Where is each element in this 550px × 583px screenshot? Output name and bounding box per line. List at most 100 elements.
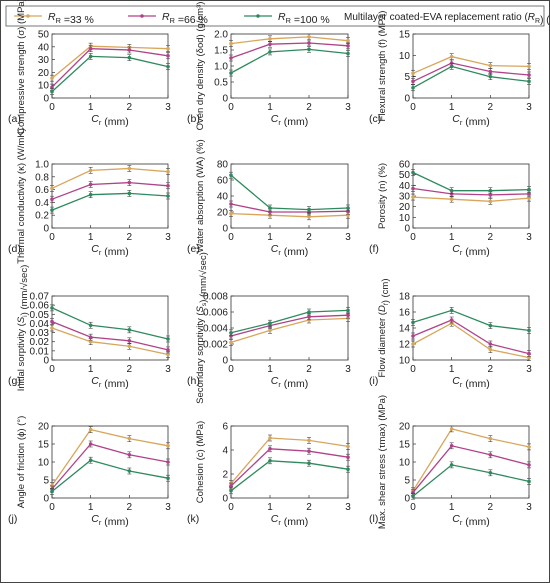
- x-tick-label: 0: [228, 102, 234, 113]
- data-point: [527, 79, 531, 84]
- x-tick-label: 0: [49, 502, 55, 513]
- panel: 0 5 10 15 20 0 1 2 3 Cr (mm) (l)Max. shear stress …: [369, 395, 532, 529]
- legend-entry: RR =100 %: [244, 11, 330, 26]
- x-tick-label: 0: [49, 364, 55, 375]
- data-point: [346, 313, 350, 318]
- y-axis-label: Compressive strength (σ) (MPa): [16, 0, 27, 134]
- y-tick-label: 10: [399, 51, 411, 62]
- data-point: [307, 41, 311, 45]
- data-point: [50, 306, 54, 310]
- data-point: [488, 347, 493, 352]
- data-point: [229, 41, 233, 46]
- x-tick-label: 3: [526, 102, 532, 113]
- data-point: [488, 188, 493, 193]
- x-tick-label: 1: [267, 364, 273, 375]
- y-tick-label: 40: [217, 192, 229, 203]
- y-tick-label: 0.004: [203, 324, 228, 335]
- data-point: [127, 180, 132, 185]
- series-line: [230, 317, 349, 344]
- x-tick-label: 2: [306, 232, 312, 243]
- legend: RR =33 % RR =66 % RR =100 % Multilayer coat…: [5, 5, 550, 27]
- series-line: [412, 55, 530, 74]
- data-point: [307, 310, 311, 314]
- data-point: [229, 71, 233, 75]
- data-point: [166, 64, 170, 69]
- data-point: [527, 351, 531, 356]
- y-tick-label: 0.07: [30, 292, 50, 303]
- data-point: [166, 352, 170, 357]
- y-tick-label: 16: [399, 308, 411, 319]
- data-point: [268, 447, 272, 451]
- y-tick-label: 50: [38, 30, 50, 41]
- x-tick-label: 0: [410, 502, 416, 513]
- x-axis-label: Cr (mm): [271, 375, 308, 390]
- y-axis-label: Initial sorptivity (Si) (mm/√sec): [16, 265, 30, 392]
- data-point: [166, 53, 170, 58]
- y-tick-label: 0.04: [30, 319, 50, 330]
- y-tick-label: 30: [38, 55, 50, 66]
- panel: 00.20.40.60.81.00 1 2 3Cr (mm)(d)Thermal co…: [8, 128, 171, 264]
- data-point: [229, 202, 233, 206]
- data-point: [411, 85, 415, 90]
- y-tick-label: 0: [43, 94, 49, 105]
- data-point: [166, 183, 170, 188]
- data-point: [527, 463, 531, 467]
- data-point: [127, 328, 132, 332]
- y-tick-label: 5: [404, 72, 410, 83]
- y-tick-label: 60: [399, 160, 411, 171]
- data-point: [307, 315, 311, 319]
- y-tick-label: 0.4: [35, 198, 49, 209]
- y-tick-label: 10: [399, 213, 411, 224]
- y-tick-label: 0.6: [35, 185, 49, 196]
- y-tick-label: 1.0: [35, 160, 49, 171]
- y-axis-label: Water absorption (WA) (%): [195, 139, 206, 252]
- x-tick-label: 3: [165, 232, 171, 243]
- data-point: [88, 442, 93, 446]
- x-tick-label: 2: [488, 502, 494, 513]
- data-point: [88, 54, 93, 59]
- x-tick-label: 0: [228, 232, 234, 243]
- data-point: [449, 197, 454, 201]
- y-tick-label: 0.05: [30, 310, 50, 321]
- panel-label: (g): [8, 375, 21, 387]
- x-tick-label: 1: [88, 102, 94, 113]
- y-tick-label: 0.006: [203, 308, 228, 319]
- x-tick-label: 3: [345, 102, 351, 113]
- x-tick-label: 3: [526, 502, 532, 513]
- data-point: [346, 38, 350, 43]
- data-point: [166, 444, 170, 448]
- y-axis-label: Cohesion (c) (MPa): [195, 421, 206, 503]
- y-tick-label: 12: [399, 340, 411, 351]
- series-line: [230, 212, 349, 218]
- y-tick-label: 15: [399, 440, 411, 451]
- series-line: [51, 443, 169, 490]
- x-tick-label: 3: [345, 502, 351, 513]
- x-tick-label: 0: [228, 502, 234, 513]
- x-tick-label: 3: [345, 364, 351, 375]
- series-line: [230, 437, 349, 485]
- data-point: [268, 328, 272, 333]
- series-line: [51, 459, 169, 493]
- data-point: [346, 44, 350, 48]
- panel: 0 0.002 0.004 0.006 0.008 0 1 2 3 Cr (mm) (h)Secon…: [187, 252, 351, 404]
- x-tick-label: 1: [449, 502, 455, 513]
- series-line: [51, 167, 169, 189]
- data-point: [527, 445, 531, 449]
- data-point: [166, 194, 170, 198]
- data-point: [449, 444, 454, 448]
- legend-frame: [5, 5, 545, 27]
- y-tick-label: 40: [38, 42, 50, 53]
- data-point: [88, 458, 93, 463]
- data-point: [166, 460, 170, 464]
- x-axis-label: Cr (mm): [271, 513, 308, 528]
- series-line: [230, 460, 349, 492]
- panel-label: (f): [369, 243, 379, 255]
- y-tick-label: 60: [217, 176, 229, 187]
- x-tick-label: 2: [306, 364, 312, 375]
- data-point: [88, 335, 93, 339]
- data-point: [449, 54, 454, 59]
- data-point: [50, 208, 54, 212]
- y-tick-label: 10: [38, 81, 50, 92]
- data-point: [268, 42, 272, 47]
- data-point: [127, 453, 132, 457]
